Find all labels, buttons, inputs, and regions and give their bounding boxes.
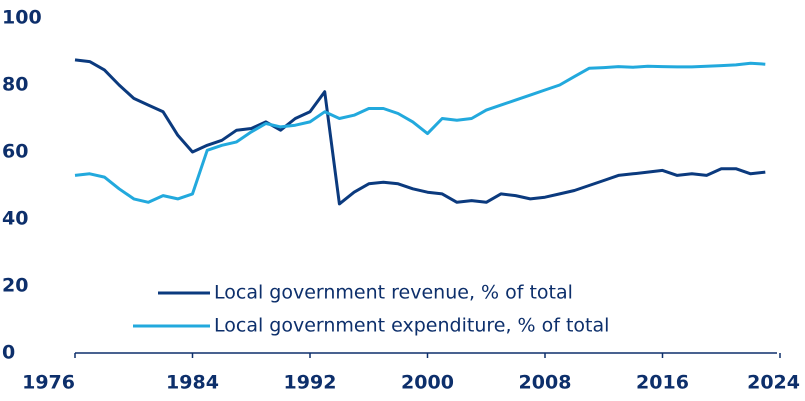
- x-tick-label: 2000: [401, 372, 454, 394]
- legend-label: Local government revenue, % of total: [214, 282, 573, 304]
- y-tick-label: 100: [2, 7, 42, 29]
- x-tick-label: 1984: [166, 372, 219, 394]
- x-tick-label: 1992: [284, 372, 337, 394]
- series-line: [74, 58, 766, 206]
- x-tick-label: 2008: [519, 372, 572, 394]
- series-line: [74, 61, 766, 204]
- y-tick-label: 0: [2, 342, 15, 364]
- y-tick-label: 80: [2, 74, 28, 96]
- y-tick-label: 20: [2, 275, 28, 297]
- legend-label: Local government expenditure, % of total: [214, 315, 609, 337]
- x-tick-label: 2016: [636, 372, 689, 394]
- x-tick-label: 1976: [22, 372, 75, 394]
- x-tick-label: 2024: [747, 372, 800, 394]
- y-tick-label: 40: [2, 208, 28, 230]
- y-tick-label: 60: [2, 141, 28, 163]
